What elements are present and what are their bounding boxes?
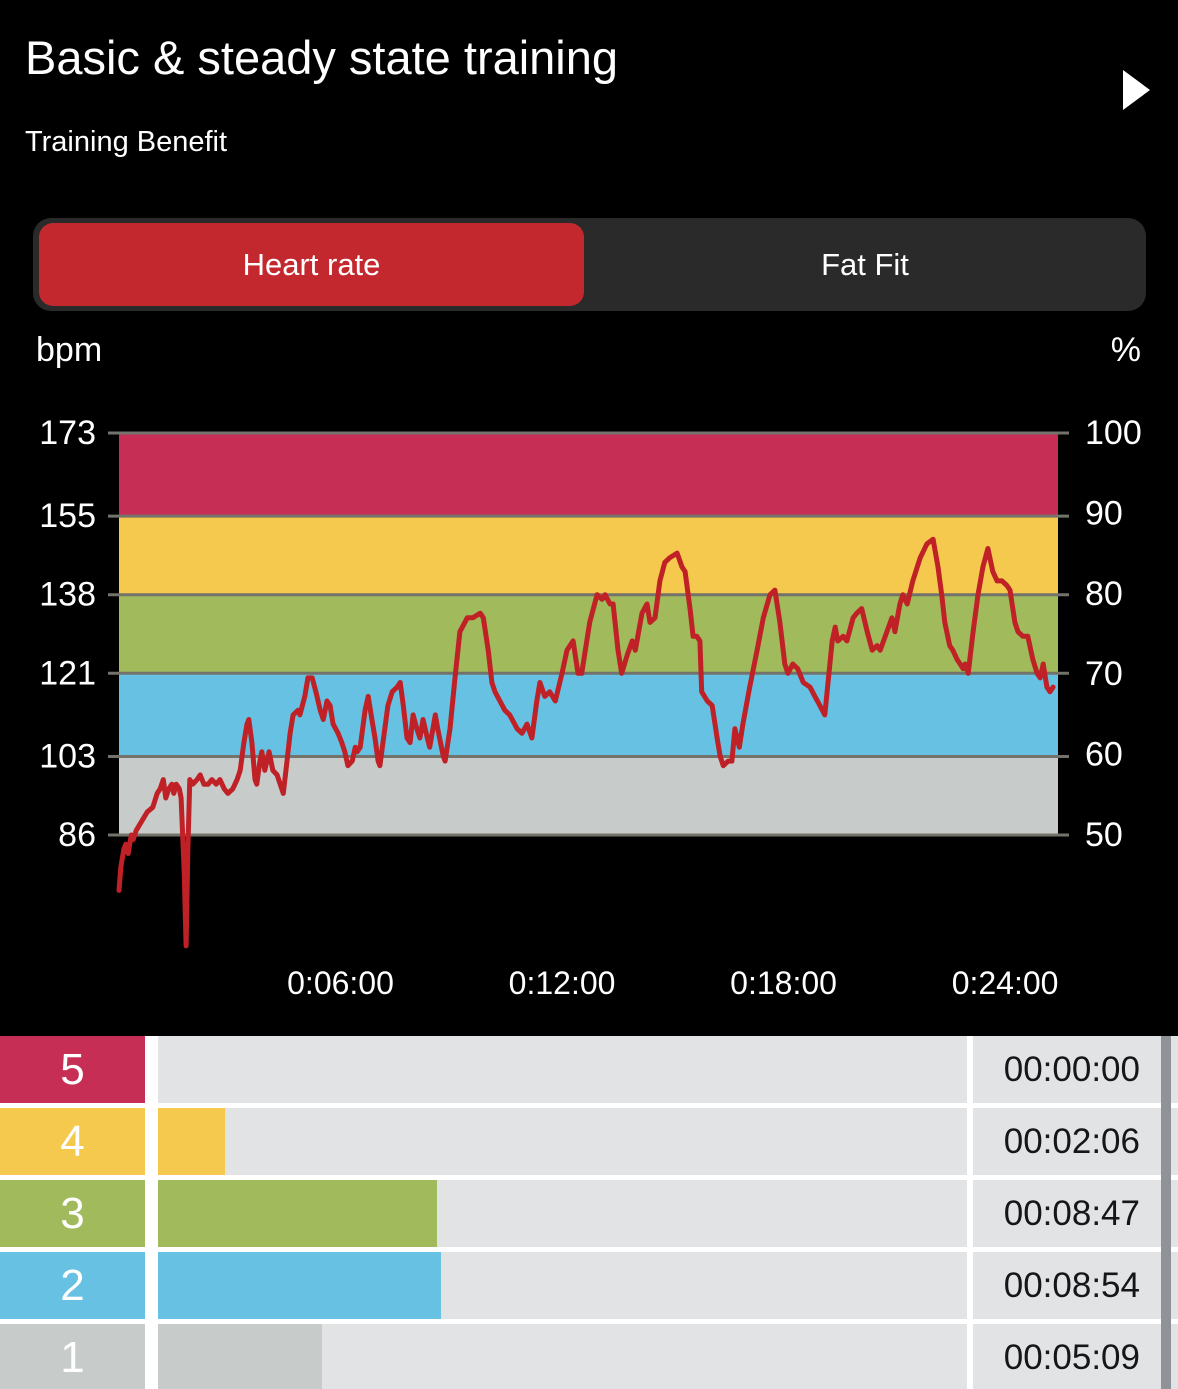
zone-duration-bar-track (158, 1036, 967, 1103)
zone-number-cell-2: 2 (0, 1252, 145, 1319)
y-tick-percent-80: 80 (1085, 575, 1123, 613)
tab-bar: Heart rate Fat Fit (33, 218, 1146, 311)
y-tick-bpm-86: 86 (58, 816, 96, 854)
zone-duration-value: 00:08:47 (973, 1180, 1178, 1247)
zone-duration-bar-fill (158, 1180, 438, 1247)
y-tick-bpm-121: 121 (39, 654, 96, 692)
zone-duration-bar-fill (158, 1252, 442, 1319)
zone-band-4 (119, 516, 1058, 595)
right-axis-unit-label: % (1110, 331, 1141, 369)
tab-fat-fit[interactable]: Fat Fit (821, 246, 909, 282)
left-axis-unit-label: bpm (36, 331, 103, 369)
scrollbar-thumb[interactable] (1161, 1036, 1171, 1389)
y-tick-bpm-103: 103 (39, 737, 96, 775)
page-title: Basic & steady state training (25, 31, 619, 84)
zone-duration-bar-track (158, 1108, 967, 1175)
zone-number-cell-5: 5 (0, 1036, 145, 1103)
zone-duration-value: 00:05:09 (973, 1324, 1178, 1389)
y-tick-bpm-138: 138 (39, 576, 96, 614)
heart-rate-line (116, 536, 1056, 949)
y-tick-bpm-155: 155 (39, 497, 96, 535)
zone-duration-bar-track (158, 1324, 967, 1389)
zone-duration-bar-track (158, 1252, 967, 1319)
zone-number-cell-1: 1 (0, 1324, 145, 1389)
zone-row-3: 3 00:08:47 (0, 1180, 1178, 1247)
zone-row-4: 4 00:02:06 (0, 1108, 1178, 1175)
zone-row-1: 1 00:05:09 (0, 1324, 1178, 1389)
tab-heart-rate[interactable]: Heart rate (39, 223, 584, 306)
hr-zones-table: 5 00:00:00 4 00:02:06 3 00:08:47 2 00:08:54 1 00:… (0, 1036, 1178, 1389)
zone-duration-bar-fill (158, 1324, 322, 1389)
y-tick-percent-50: 50 (1085, 816, 1123, 854)
heart-rate-chart: 173 155 138 121 103 86 100 90 80 70 60 50 0:06:00 0:1… (39, 414, 1142, 1001)
zone-number-cell-4: 4 (0, 1108, 145, 1175)
zone-row-5: 5 00:00:00 (0, 1036, 1178, 1103)
zone-duration-bar-fill (158, 1108, 225, 1175)
y-tick-percent-100: 100 (1085, 414, 1142, 452)
y-tick-percent-90: 90 (1085, 494, 1123, 532)
zone-band-5 (119, 433, 1058, 517)
zone-duration-value: 00:08:54 (973, 1252, 1178, 1319)
zone-duration-bar-track (158, 1180, 967, 1247)
y-tick-percent-70: 70 (1085, 655, 1123, 693)
zone-duration-value: 00:00:00 (973, 1036, 1178, 1103)
x-tick-0:12:00: 0:12:00 (509, 965, 616, 1001)
zone-row-2: 2 00:08:54 (0, 1252, 1178, 1319)
play-icon (1122, 70, 1150, 110)
x-tick-0:24:00: 0:24:00 (952, 965, 1059, 1001)
x-tick-0:06:00: 0:06:00 (287, 965, 394, 1001)
zone-duration-value: 00:02:06 (973, 1108, 1178, 1175)
training-benefit-label: Training Benefit (25, 126, 228, 158)
y-tick-bpm-173: 173 (39, 414, 96, 452)
y-tick-percent-60: 60 (1085, 736, 1123, 774)
x-tick-0:18:00: 0:18:00 (730, 965, 837, 1001)
play-button[interactable] (1106, 58, 1166, 122)
zone-number-cell-3: 3 (0, 1180, 145, 1247)
zone-band-2 (119, 673, 1058, 757)
